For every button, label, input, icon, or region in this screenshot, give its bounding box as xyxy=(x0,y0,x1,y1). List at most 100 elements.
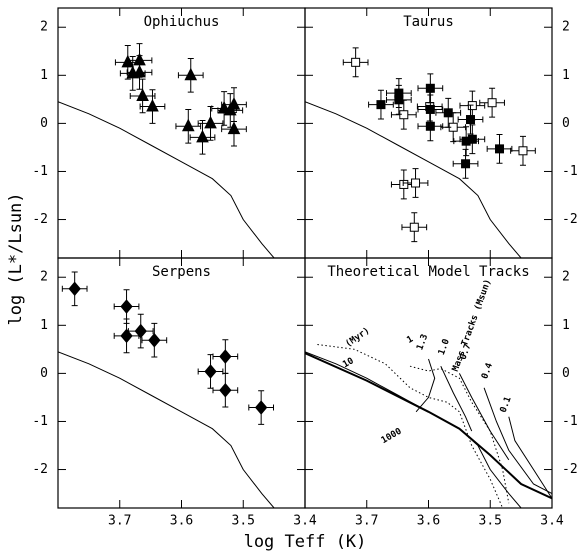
y-tick-label: 1 xyxy=(40,68,48,83)
model-track xyxy=(317,344,504,508)
track-label: 1 xyxy=(405,334,415,345)
data-point xyxy=(227,121,241,135)
y-tick-label: 2 xyxy=(40,270,48,285)
y-tick-label: -2 xyxy=(32,212,48,227)
track-label: 1000 xyxy=(380,427,404,447)
y-tick-label: -1 xyxy=(562,414,578,429)
model-line xyxy=(305,101,522,258)
x-axis-label: log Teff (K) xyxy=(244,532,367,552)
data-point xyxy=(394,95,404,105)
x-tick-label: 3.5 xyxy=(479,514,502,529)
y-tick-label: 2 xyxy=(562,270,570,285)
y-tick-label: 1 xyxy=(562,68,570,83)
y-tick-label: 1 xyxy=(562,318,570,333)
y-tick-label: 0 xyxy=(562,116,570,131)
model-line xyxy=(58,101,275,258)
data-point xyxy=(461,159,471,169)
panel-frame xyxy=(57,7,306,259)
data-point xyxy=(425,121,435,131)
data-point xyxy=(133,64,146,78)
y-tick-label: -1 xyxy=(32,414,48,429)
plot-area xyxy=(305,47,536,258)
panel-frame xyxy=(57,257,306,509)
plot-area xyxy=(58,271,275,508)
panel-title: Taurus xyxy=(403,14,454,30)
y-tick-label: 0 xyxy=(562,366,570,381)
y-tick-label: 2 xyxy=(562,20,570,35)
x-tick-label: 3.4 xyxy=(293,514,317,529)
data-point xyxy=(134,323,147,339)
data-point xyxy=(227,97,241,110)
data-point xyxy=(146,98,159,112)
model-track xyxy=(409,365,510,504)
model-track xyxy=(458,373,510,461)
data-point xyxy=(219,382,232,398)
annotation: Mass Tracks (Msun) xyxy=(451,278,494,373)
data-point xyxy=(219,349,232,364)
x-tick-label: 3.6 xyxy=(170,514,193,529)
y-tick-label: 0 xyxy=(40,366,48,381)
model-track xyxy=(508,416,552,499)
panel-title: Serpens xyxy=(152,264,211,280)
y-tick-label: -1 xyxy=(562,164,578,179)
data-point xyxy=(196,129,209,143)
y-tick-label: 0 xyxy=(40,116,48,131)
y-tick-label: -2 xyxy=(562,212,578,227)
panel-title: Theoretical Model Tracks xyxy=(327,264,529,280)
data-point xyxy=(425,83,435,93)
y-tick-label: -2 xyxy=(32,462,48,477)
plot-area xyxy=(58,43,275,258)
panel-title: Ophiuchus xyxy=(144,14,220,30)
data-point xyxy=(465,115,475,125)
model-track xyxy=(440,365,473,432)
data-point xyxy=(120,299,133,314)
data-point xyxy=(68,281,81,297)
data-point xyxy=(255,400,268,415)
track-label: 1.0 xyxy=(437,338,452,357)
panel-frame xyxy=(304,7,553,259)
x-tick-label: 3.5 xyxy=(232,514,255,529)
y-tick-label: 1 xyxy=(40,318,48,333)
track-label: 10 xyxy=(341,356,355,370)
x-tick-label: 3.4 xyxy=(540,514,564,529)
track-label: 1.3 xyxy=(415,333,430,352)
data-point xyxy=(376,100,386,110)
data-point xyxy=(204,115,217,129)
data-point xyxy=(495,144,505,154)
data-point xyxy=(443,108,453,118)
y-tick-label: 2 xyxy=(40,20,48,35)
data-point xyxy=(184,67,198,81)
model-line xyxy=(58,351,275,508)
y-tick-label: -1 xyxy=(32,164,48,179)
panel: Serpens 3.7 3.6 3.5 3.4 2 1 0 -1 -2 xyxy=(32,257,317,529)
data-point xyxy=(467,134,477,144)
panel: Taurus 2 1 0 -1 -2 xyxy=(304,7,578,259)
data-point xyxy=(409,222,419,232)
data-point xyxy=(181,118,195,132)
data-point xyxy=(411,178,421,188)
model-track xyxy=(415,358,436,413)
x-tick-label: 3.6 xyxy=(417,514,440,529)
x-tick-label: 3.7 xyxy=(108,514,131,529)
data-point xyxy=(487,98,497,108)
annotation: (Myr) xyxy=(344,326,372,350)
data-point xyxy=(121,54,135,68)
data-point xyxy=(518,146,528,156)
panel: Ophiuchus 2 1 0 -1 -2 xyxy=(32,7,306,259)
data-point xyxy=(351,57,361,67)
data-point xyxy=(399,179,409,189)
model-track xyxy=(483,387,552,495)
data-point xyxy=(120,328,133,344)
x-tick-label: 3.7 xyxy=(355,514,378,529)
data-point xyxy=(148,332,161,348)
y-axis-label: log (L*/Lsun) xyxy=(6,192,26,325)
plot-area xyxy=(305,344,552,508)
track-label: 0.4 xyxy=(480,361,495,380)
data-point xyxy=(204,364,217,379)
y-tick-label: -2 xyxy=(562,462,578,477)
track-label: 0.1 xyxy=(499,395,514,414)
model-track xyxy=(305,352,552,500)
